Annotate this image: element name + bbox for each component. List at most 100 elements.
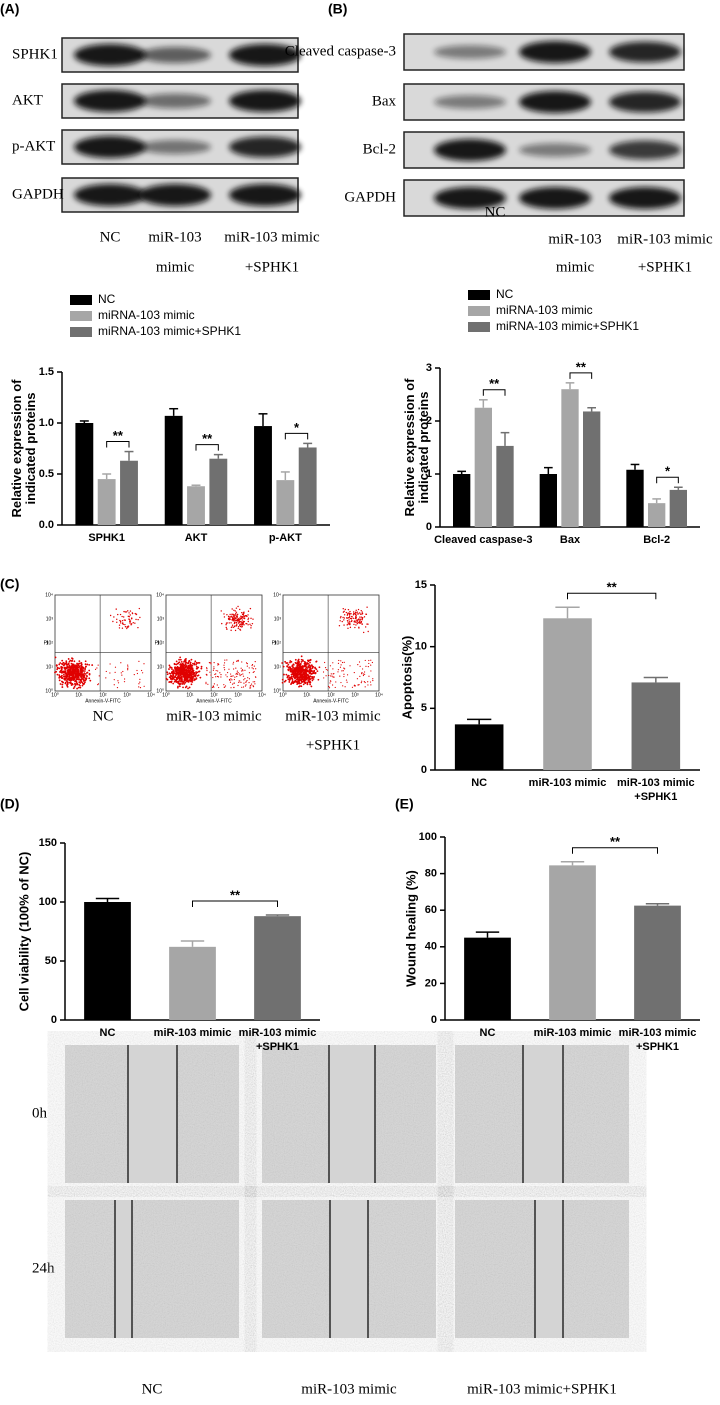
flow-dot (244, 685, 247, 687)
flow-dot (69, 674, 71, 677)
flow-dot (124, 619, 126, 621)
flow-dot (233, 668, 235, 670)
bar (187, 486, 205, 525)
flow-dot (226, 671, 229, 674)
flow-dot (307, 662, 310, 665)
flow-tick: 10⁴ (147, 692, 155, 698)
flow-dot (188, 674, 191, 677)
flow-dot (295, 662, 298, 665)
flow-dot (119, 622, 122, 624)
flow-dot (230, 629, 232, 632)
flow-dot (118, 624, 121, 626)
flow-dot (79, 684, 81, 687)
flow-dot (139, 681, 141, 683)
flow-dot (135, 618, 137, 621)
flow-dot (55, 670, 58, 673)
flow-dot (225, 624, 227, 626)
flow-dot (237, 626, 240, 628)
legend-swatch (70, 311, 92, 321)
flow-dot (117, 680, 119, 682)
flow-tick: 10² (157, 640, 165, 646)
flow-dot (63, 677, 66, 680)
flow-dot (354, 611, 357, 613)
flow-dot (324, 661, 326, 664)
flow-dot (364, 626, 367, 628)
flow-dot (332, 662, 334, 664)
flow-dot (236, 672, 238, 674)
flow-dot (247, 677, 249, 679)
flow-dot (217, 670, 219, 672)
flow-dot (355, 609, 357, 612)
flow-dot (196, 662, 198, 665)
wound-gap (329, 1045, 375, 1183)
flow-dot (235, 667, 237, 669)
flow-dot (228, 622, 230, 624)
flow-dot (245, 681, 247, 683)
flow-dot (76, 678, 79, 681)
x-tick-label: SPHK1 (88, 532, 125, 544)
flow-dot (355, 621, 357, 624)
flow-dot (188, 659, 191, 662)
flow-dot (330, 680, 332, 682)
flow-tick: 10³ (157, 616, 165, 622)
flow-dot (74, 679, 77, 682)
lane-label: mimic (156, 259, 195, 275)
flow-dot (349, 626, 352, 629)
flow-dot (346, 619, 349, 622)
flow-dot (252, 671, 254, 674)
flow-dot (240, 617, 243, 620)
bar (120, 460, 138, 525)
flow-dot (129, 620, 132, 622)
x-tick-label: NC (480, 1027, 496, 1039)
flow-dot (329, 675, 332, 677)
flow-dot (309, 665, 312, 668)
flow-dot (86, 663, 89, 666)
flow-dot (339, 675, 341, 677)
significance-bracket (482, 389, 506, 396)
legend-label: miRNA-103 mimic (496, 303, 593, 317)
flow-dot (72, 672, 75, 675)
flow-dot (286, 675, 289, 678)
flow-dot (78, 672, 81, 675)
flow-dot (68, 665, 71, 668)
flow-dot (231, 618, 234, 620)
flow-dot (251, 622, 254, 625)
flow-dot (237, 660, 240, 662)
bar (583, 411, 601, 527)
flow-dot (198, 670, 201, 673)
flow-dot (127, 610, 129, 612)
flow-dot (354, 685, 356, 687)
flow-dot (97, 684, 99, 686)
flow-dot (184, 658, 187, 661)
flow-dot (210, 662, 212, 664)
flow-dot (69, 666, 72, 668)
flow-x-label: Annexin-V-FITC (196, 698, 232, 704)
flow-dot (309, 661, 311, 664)
panel-label: (C) (0, 576, 19, 592)
flow-dot (349, 621, 351, 623)
flow-dot (357, 684, 359, 686)
flow-dot (130, 623, 133, 625)
flow-dot (313, 671, 316, 674)
flow-dot (187, 662, 189, 665)
blot-band (434, 95, 506, 109)
flow-dot (358, 622, 360, 624)
flow-dot (370, 684, 372, 686)
flow-dot (254, 661, 256, 663)
y-tick-label: 0 (421, 764, 427, 776)
lane-label: miR-103 (148, 229, 201, 245)
flow-dot (357, 613, 360, 615)
flow-dot (296, 673, 299, 675)
flow-dot (67, 662, 70, 665)
blot-band (519, 143, 591, 157)
flow-dot (358, 661, 361, 663)
x-tick-label: Bcl-2 (643, 534, 670, 546)
flow-dot (302, 660, 304, 662)
flow-dot (342, 685, 344, 687)
flow-dot (58, 675, 61, 678)
flow-dot (138, 683, 140, 685)
flow-tick: 10⁴ (375, 692, 383, 698)
flow-dot (311, 679, 314, 682)
flow-dot (187, 664, 190, 667)
flow-dot (341, 670, 343, 672)
